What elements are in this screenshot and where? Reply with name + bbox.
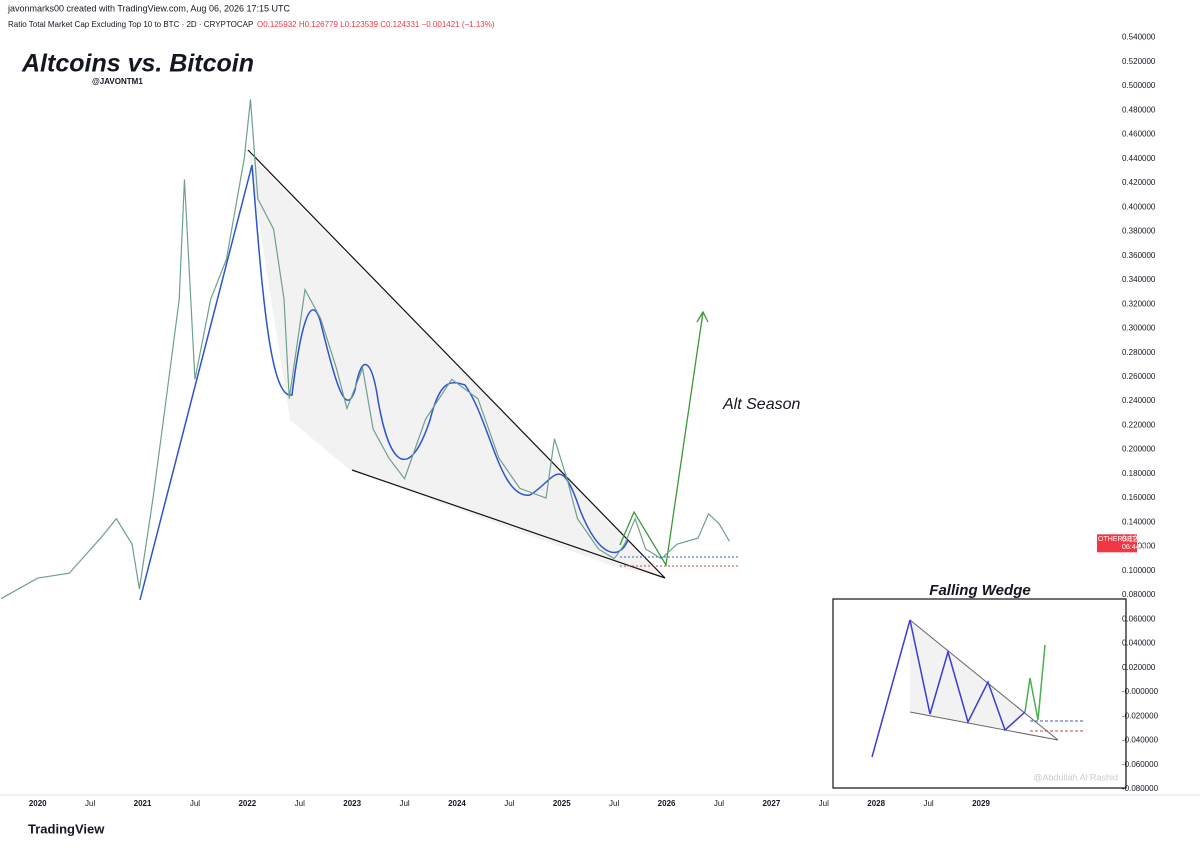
y-tick-label: 0.460000: [1122, 130, 1156, 139]
x-tick-label: 2022: [238, 799, 256, 808]
y-tick-label: 0.200000: [1122, 445, 1156, 454]
countdown: 06:44:56: [1122, 544, 1149, 551]
y-tick-label: -0.000000: [1122, 687, 1159, 696]
y-tick-label: 0.360000: [1122, 251, 1156, 260]
x-tick-label: Jul: [504, 799, 514, 808]
x-tick-label: 2023: [343, 799, 361, 808]
price-tag-label: 0.124331: [1122, 534, 1156, 543]
x-tick-label: 2020: [29, 799, 47, 808]
y-tick-label: 0.060000: [1122, 614, 1156, 623]
y-tick-label: 0.100000: [1122, 566, 1156, 575]
y-tick-label: 0.160000: [1122, 493, 1156, 502]
x-tick-label: 2027: [762, 799, 780, 808]
x-tick-label: 2028: [867, 799, 885, 808]
wedge-lower: [351, 469, 666, 579]
x-tick-label: Jul: [609, 799, 619, 808]
x-tick-label: 2021: [134, 799, 152, 808]
y-tick-label: 0.180000: [1122, 469, 1156, 478]
y-tick-label: -0.080000: [1122, 784, 1159, 793]
y-tick-label: 0.480000: [1122, 105, 1156, 114]
plot-layer: -0.080000 -0.060000 -0.040000 -0.020000 -0.0…: [0, 33, 1159, 808]
y-tick-label: 0.440000: [1122, 154, 1156, 163]
inset-title: Falling Wedge: [929, 582, 1030, 599]
x-tick-label: Jul: [819, 799, 829, 808]
x-tick-label: 2025: [553, 799, 571, 808]
x-tick-label: Jul: [295, 799, 305, 808]
inset-zigzag: [871, 619, 1026, 758]
x-tick-label: Jul: [923, 799, 933, 808]
chart-title: Altcoins vs. Bitcoin: [21, 50, 254, 78]
y-tick-label: 0.340000: [1122, 275, 1156, 284]
annotation: Alt Season: [722, 396, 800, 413]
y-tick-label: 0.380000: [1122, 227, 1156, 236]
inset-breakout: [1024, 644, 1046, 721]
price-line: [0, 99, 730, 600]
subtitle: @JAVONTM1: [92, 77, 143, 86]
y-tick-label: 0.040000: [1122, 639, 1156, 648]
y-tick-label: 0.240000: [1122, 396, 1156, 405]
y-tick-label: 0.020000: [1122, 663, 1156, 672]
y-tick-label: 0.260000: [1122, 372, 1156, 381]
inset-lower: [909, 711, 1059, 741]
y-tick-label: 0.220000: [1122, 420, 1156, 429]
y-tick-label: 0.300000: [1122, 324, 1156, 333]
symbol: Ratio Total Market Cap Excluding Top 10 …: [8, 20, 253, 29]
price-tag: [1097, 534, 1137, 553]
y-tick-label: -0.020000: [1122, 711, 1159, 720]
x-tick-label: Jul: [399, 799, 409, 808]
y-tick-label: 0.280000: [1122, 348, 1156, 357]
y-tick-label: -0.040000: [1122, 736, 1159, 745]
y-tick-label: -0.060000: [1122, 760, 1159, 769]
brand: TradingView: [28, 821, 105, 836]
credit: javonmarks00 created with TradingView.co…: [7, 3, 290, 13]
y-tick-label: 0.120000: [1122, 542, 1156, 551]
inset-upper: [909, 619, 1059, 741]
y-tick-label: 0.500000: [1122, 81, 1156, 90]
y-tick-label: 0.140000: [1122, 517, 1156, 526]
x-tick-label: Jul: [85, 799, 95, 808]
x-tick-label: 2024: [448, 799, 466, 808]
trend-line: [139, 164, 253, 601]
alt-season-arrow: [619, 310, 709, 567]
wave-curve: [251, 164, 629, 554]
series-name: OTHERSBTC: [1098, 536, 1141, 543]
wedge-upper: [247, 149, 666, 579]
ohlc: O0.125932 H0.126779 L0.123539 C0.124331 …: [257, 20, 495, 29]
y-tick-label: 0.420000: [1122, 178, 1156, 187]
y-tick-label: 0.320000: [1122, 299, 1156, 308]
x-tick-label: Jul: [190, 799, 200, 808]
y-tick-label: 0.080000: [1122, 590, 1156, 599]
y-tick-label: 0.520000: [1122, 57, 1156, 66]
inset-fill: [910, 620, 1025, 730]
y-tick-label: 0.540000: [1122, 33, 1156, 42]
y-tick-label: 0.400000: [1122, 202, 1156, 211]
x-tick-label: 2026: [658, 799, 676, 808]
watermark: @Abdullah Al Rashid: [1033, 772, 1118, 782]
x-tick-label: 2029: [972, 799, 990, 808]
x-tick-label: Jul: [714, 799, 724, 808]
